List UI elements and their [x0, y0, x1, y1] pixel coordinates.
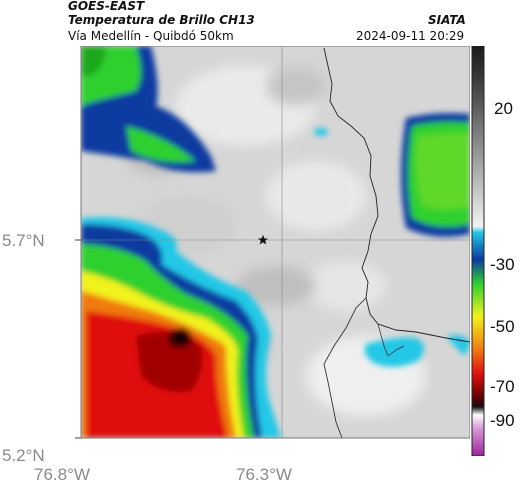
map-frame: [80, 46, 470, 439]
satellite-map: [66, 46, 470, 456]
cloud-cell-southwest: [81, 217, 281, 438]
river-line: [323, 297, 367, 438]
app-title: GOES-EAST: [68, 0, 145, 13]
colorbar: [471, 46, 485, 456]
lat-label-5-7: 5.7°N: [2, 231, 45, 250]
colorbar-tick-minus30: -30: [490, 255, 515, 274]
border-line-2: [377, 323, 405, 357]
route-label: Vía Medellín - Quibdó 50km: [68, 29, 234, 43]
cloud-patch-southeast: [314, 128, 470, 367]
cloud-cell-northwest: [81, 46, 216, 173]
star-icon: [258, 235, 268, 245]
lat-label-5-2: 5.2°N: [2, 446, 45, 465]
colorbar-tick-minus70: -70: [490, 377, 515, 396]
timestamp: 2024-09-11 20:29: [356, 29, 465, 43]
lon-label-76-8: 76.8°W: [34, 465, 90, 484]
organization-label: SIATA: [428, 13, 466, 27]
product-title: Temperatura de Brillo CH13: [68, 13, 255, 27]
lon-label-76-3: 76.3°W: [236, 465, 292, 484]
cloud-cell-east: [401, 113, 470, 237]
colorbar-tick-minus50: -50: [490, 317, 515, 336]
colorbar-tick-20: 20: [494, 99, 513, 118]
border-line: [323, 47, 470, 343]
colorbar-tick-minus90: -90: [490, 411, 515, 430]
